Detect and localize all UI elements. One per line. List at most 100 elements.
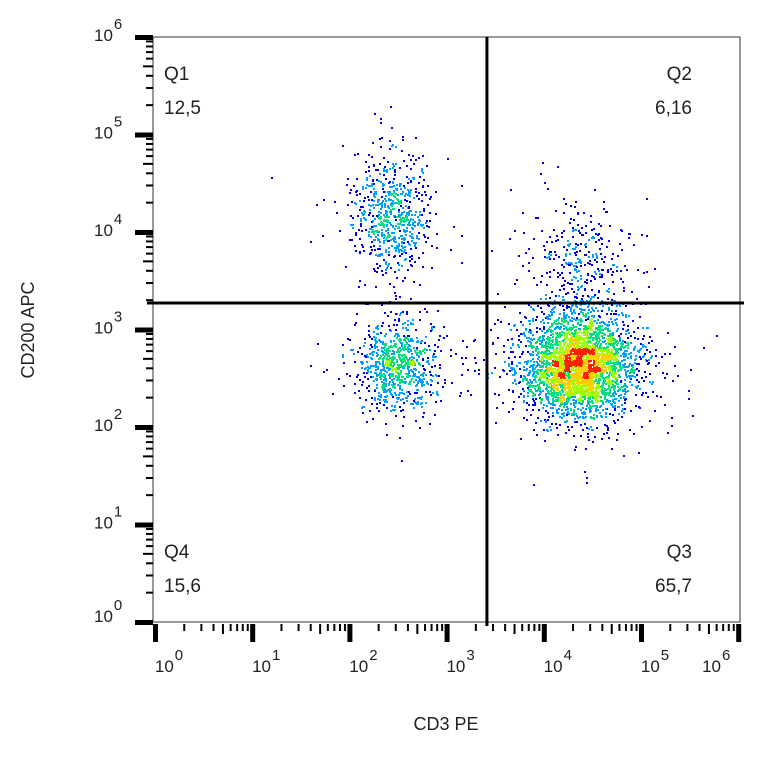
data-point xyxy=(573,402,575,404)
data-point xyxy=(640,358,642,360)
data-point xyxy=(531,339,533,341)
data-point xyxy=(404,364,406,366)
data-point xyxy=(368,170,370,172)
data-point xyxy=(627,344,629,346)
data-point xyxy=(436,391,438,393)
data-point xyxy=(533,394,535,396)
data-point xyxy=(418,192,420,194)
data-point xyxy=(523,232,525,234)
data-point xyxy=(522,212,524,214)
data-point xyxy=(548,328,550,330)
data-point xyxy=(575,254,577,256)
data-point xyxy=(502,402,504,404)
data-point xyxy=(560,401,562,403)
data-point xyxy=(632,375,634,377)
data-point xyxy=(394,171,396,173)
data-point xyxy=(546,257,548,259)
data-point xyxy=(603,350,605,352)
data-point xyxy=(536,331,538,333)
data-point xyxy=(354,154,356,156)
data-point xyxy=(569,283,571,285)
data-point xyxy=(601,416,603,418)
data-point xyxy=(607,346,609,348)
data-point xyxy=(508,363,510,365)
data-point xyxy=(355,322,357,324)
data-point xyxy=(581,391,583,393)
data-point xyxy=(563,328,565,330)
data-point xyxy=(413,347,415,349)
data-point xyxy=(377,248,379,250)
data-point xyxy=(589,411,591,413)
data-point xyxy=(553,269,555,271)
data-point xyxy=(584,423,586,425)
data-point xyxy=(619,366,621,368)
data-point xyxy=(589,405,591,407)
data-point xyxy=(363,200,365,202)
data-point xyxy=(385,269,387,271)
data-point xyxy=(623,359,625,361)
data-point xyxy=(520,321,522,323)
data-point xyxy=(582,295,584,297)
data-point xyxy=(556,356,558,358)
data-point xyxy=(386,237,388,239)
data-point xyxy=(553,396,555,398)
data-point xyxy=(595,253,597,255)
data-point xyxy=(595,328,597,330)
data-point xyxy=(387,235,389,237)
data-point xyxy=(622,408,624,410)
data-point xyxy=(542,335,544,337)
data-point xyxy=(602,321,604,323)
data-point xyxy=(628,237,630,239)
data-point xyxy=(616,266,618,268)
data-point xyxy=(400,312,402,314)
data-point xyxy=(586,368,588,370)
data-point xyxy=(631,291,633,293)
data-point xyxy=(563,332,565,334)
data-point xyxy=(627,357,629,359)
data-point xyxy=(577,376,579,378)
data-point xyxy=(596,427,598,429)
data-point xyxy=(577,224,579,226)
data-point xyxy=(612,385,614,387)
data-point xyxy=(514,324,516,326)
data-point xyxy=(581,332,583,334)
data-point xyxy=(396,361,398,363)
data-point xyxy=(586,394,588,396)
data-point xyxy=(394,174,396,176)
data-point xyxy=(550,329,552,331)
data-point xyxy=(422,381,424,383)
data-point xyxy=(600,344,602,346)
data-point xyxy=(375,204,377,206)
data-point xyxy=(545,298,547,300)
data-point xyxy=(620,397,622,399)
data-point xyxy=(381,386,383,388)
data-point xyxy=(589,319,591,321)
data-point xyxy=(391,346,393,348)
data-point xyxy=(586,427,588,429)
data-point xyxy=(545,420,547,422)
data-point xyxy=(584,363,586,365)
data-point xyxy=(604,256,606,258)
data-point xyxy=(563,406,565,408)
data-point xyxy=(398,227,400,229)
data-point xyxy=(418,371,420,373)
data-point xyxy=(377,325,379,327)
data-point xyxy=(437,382,439,384)
data-point xyxy=(552,377,554,379)
data-point xyxy=(561,320,563,322)
data-point xyxy=(578,313,580,315)
data-point xyxy=(567,408,569,410)
data-point xyxy=(552,330,554,332)
data-point xyxy=(621,404,623,406)
data-point xyxy=(561,417,563,419)
data-point xyxy=(565,317,567,319)
data-point xyxy=(543,377,545,379)
data-point xyxy=(617,376,619,378)
data-point xyxy=(542,162,544,164)
data-point xyxy=(504,361,506,363)
data-point xyxy=(532,257,534,259)
data-point xyxy=(511,338,513,340)
data-point xyxy=(367,369,369,371)
data-point xyxy=(540,372,542,374)
data-point xyxy=(655,365,657,367)
